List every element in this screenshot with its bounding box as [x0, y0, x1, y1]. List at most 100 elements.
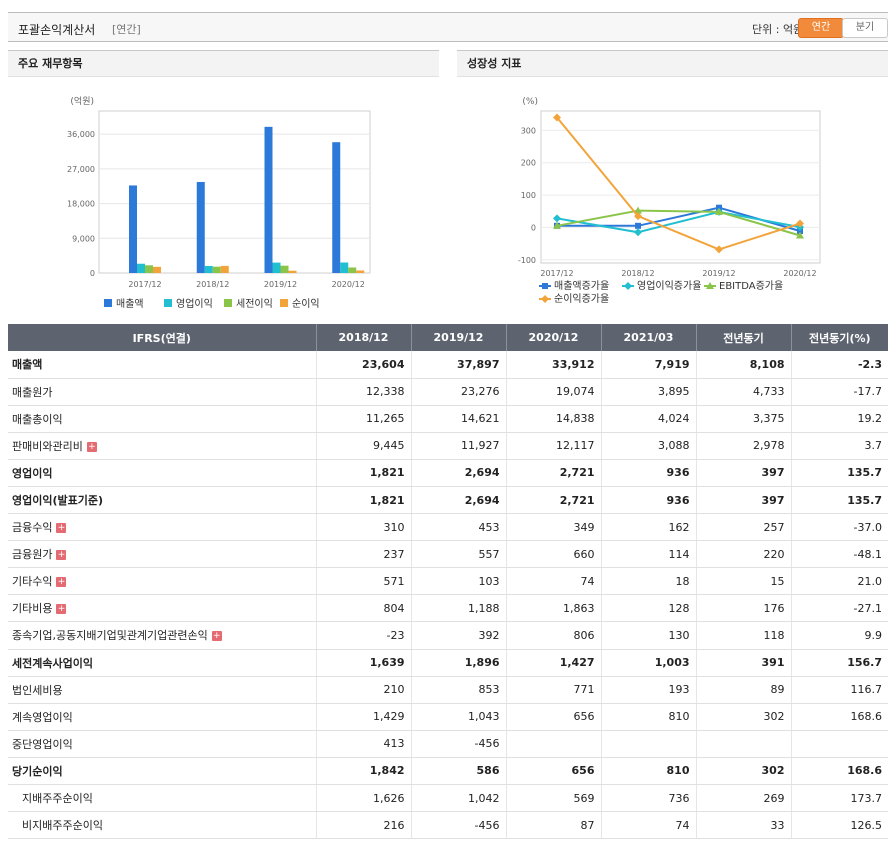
point-marker: [796, 219, 804, 228]
value-cell: 23,604: [316, 351, 412, 379]
value-cell: 1,429: [316, 703, 412, 731]
value-cell: 15: [696, 567, 792, 596]
value-cell: 391: [696, 649, 792, 677]
y-tick-label: 300: [521, 126, 536, 135]
value-cell: 7,919: [601, 351, 697, 379]
row-label: 당기순이익: [12, 764, 63, 778]
row-label-cell: 계속영업이익: [8, 703, 317, 731]
expand-plus-icon[interactable]: +: [211, 631, 222, 642]
table-row: 영업이익(발표기준) 1,821 2,694 2,721 936 397 135.7: [8, 486, 888, 515]
value-cell: 1,639: [316, 649, 412, 677]
row-label-cell: 당기순이익: [8, 757, 317, 786]
value-cell: 130: [601, 621, 697, 650]
bar-3: [153, 266, 161, 273]
bar-2: [280, 265, 289, 273]
table-row: 중단영업이익 413 -456: [8, 730, 888, 758]
value-cell: 660: [506, 540, 602, 569]
row-label-cell[interactable]: 종속기업,공동지배기업및관계기업관련손익 +: [8, 621, 317, 650]
point-marker: [715, 207, 723, 215]
x-tick-label: 2018/12: [621, 269, 654, 278]
value-cell: 103: [411, 567, 507, 596]
expand-plus-icon[interactable]: +: [56, 577, 67, 588]
row-label-cell: 매출원가: [8, 378, 317, 406]
legend-marker: [542, 283, 548, 289]
legend-swatch: [280, 299, 288, 307]
value-cell: 168.6: [791, 757, 888, 786]
statement-header: 포괄손익계산서 [연간] 단위 : 억원 연간 분기: [8, 12, 888, 42]
value-cell: 176: [696, 594, 792, 623]
value-cell: 4,733: [696, 378, 792, 406]
growth-indicators-line-chart: (%) -100 0 100 200 300 2017/12 2018/12 2019/12 20…: [518, 97, 821, 305]
y-axis-label: (억원): [70, 95, 94, 107]
row-label-cell: 세전계속사업이익: [8, 649, 317, 677]
value-cell: 2,721: [506, 486, 602, 515]
value-cell: 397: [696, 486, 792, 515]
legend-marker: [541, 295, 549, 303]
y-tick-label: 200: [521, 159, 536, 168]
bar-0: [129, 185, 137, 273]
row-label-cell: 비지배주주순이익: [8, 811, 317, 840]
legend-swatch: [104, 299, 112, 307]
legend-label: 매출액: [116, 298, 144, 310]
x-tick-label: 2017/12: [540, 269, 573, 278]
bar-0: [332, 142, 341, 273]
value-cell: 1,821: [316, 486, 412, 515]
row-label-cell[interactable]: 금융수익 +: [8, 513, 317, 542]
value-cell: 220: [696, 540, 792, 569]
row-label: 매출원가: [12, 385, 53, 399]
row-label-cell[interactable]: 기타비용 +: [8, 594, 317, 623]
value-cell: 87: [506, 811, 602, 840]
legend-label: 순이익증가율: [554, 293, 609, 305]
value-cell: 1,896: [411, 649, 507, 677]
value-cell: 193: [601, 676, 697, 704]
value-cell: 8,108: [696, 351, 792, 379]
tab-quarter[interactable]: 분기: [842, 18, 888, 38]
key-financials-bar-chart: (억원) 0 9,000 18,000 27,000 36,000 2017/12 2018/…: [67, 95, 371, 310]
point-marker: [634, 228, 642, 237]
value-cell: 397: [696, 459, 792, 487]
value-cell: 237: [316, 540, 412, 569]
value-cell: 3,375: [696, 405, 792, 433]
column-header: IFRS(연결): [8, 324, 317, 351]
row-label-cell[interactable]: 기타수익 +: [8, 567, 317, 596]
series-line-1: [556, 210, 801, 234]
tab-annual[interactable]: 연간: [798, 18, 844, 38]
value-cell: 302: [696, 757, 792, 786]
y-tick-label: 0: [531, 223, 536, 232]
value-cell: 1,042: [411, 784, 507, 813]
table-row: 비지배주주순이익 216 -456 87 74 33 126.5: [8, 811, 888, 840]
value-cell: -48.1: [791, 540, 888, 569]
legend-label: 매출액증가율: [554, 280, 609, 292]
row-label: 법인세비용: [12, 683, 63, 697]
bar-0: [196, 181, 205, 273]
row-label-cell[interactable]: 판매비와관리비 +: [8, 432, 317, 460]
value-cell: 126.5: [791, 811, 888, 840]
legend-swatch: [224, 299, 232, 307]
y-tick-label: 18,000: [67, 200, 95, 209]
value-cell: 3,088: [601, 432, 697, 460]
value-cell: 586: [411, 757, 507, 786]
expand-plus-icon[interactable]: +: [86, 441, 97, 452]
statement-title: 포괄손익계산서: [18, 23, 96, 37]
value-cell: 116.7: [791, 676, 888, 704]
plot-area: [98, 110, 371, 274]
row-label: 영업이익: [12, 466, 53, 480]
x-tick-label: 2019/12: [264, 280, 297, 289]
value-cell: 810: [601, 703, 697, 731]
value-cell: 74: [601, 811, 697, 840]
value-cell: 804: [316, 594, 412, 623]
value-cell: 162: [601, 513, 697, 542]
value-cell: [601, 730, 697, 758]
point-marker: [634, 206, 642, 214]
value-cell: 118: [696, 621, 792, 650]
bar-1: [204, 265, 213, 273]
table-row: 영업이익 1,821 2,694 2,721 936 397 135.7: [8, 459, 888, 487]
expand-plus-icon[interactable]: +: [56, 604, 67, 615]
value-cell: 11,927: [411, 432, 507, 460]
legend-label: 영업이익증가율: [637, 279, 701, 292]
value-cell: 19,074: [506, 378, 602, 406]
legend-marker: [624, 282, 632, 290]
expand-plus-icon[interactable]: +: [56, 550, 67, 561]
row-label-cell[interactable]: 금융원가 +: [8, 540, 317, 569]
expand-plus-icon[interactable]: +: [56, 523, 67, 534]
